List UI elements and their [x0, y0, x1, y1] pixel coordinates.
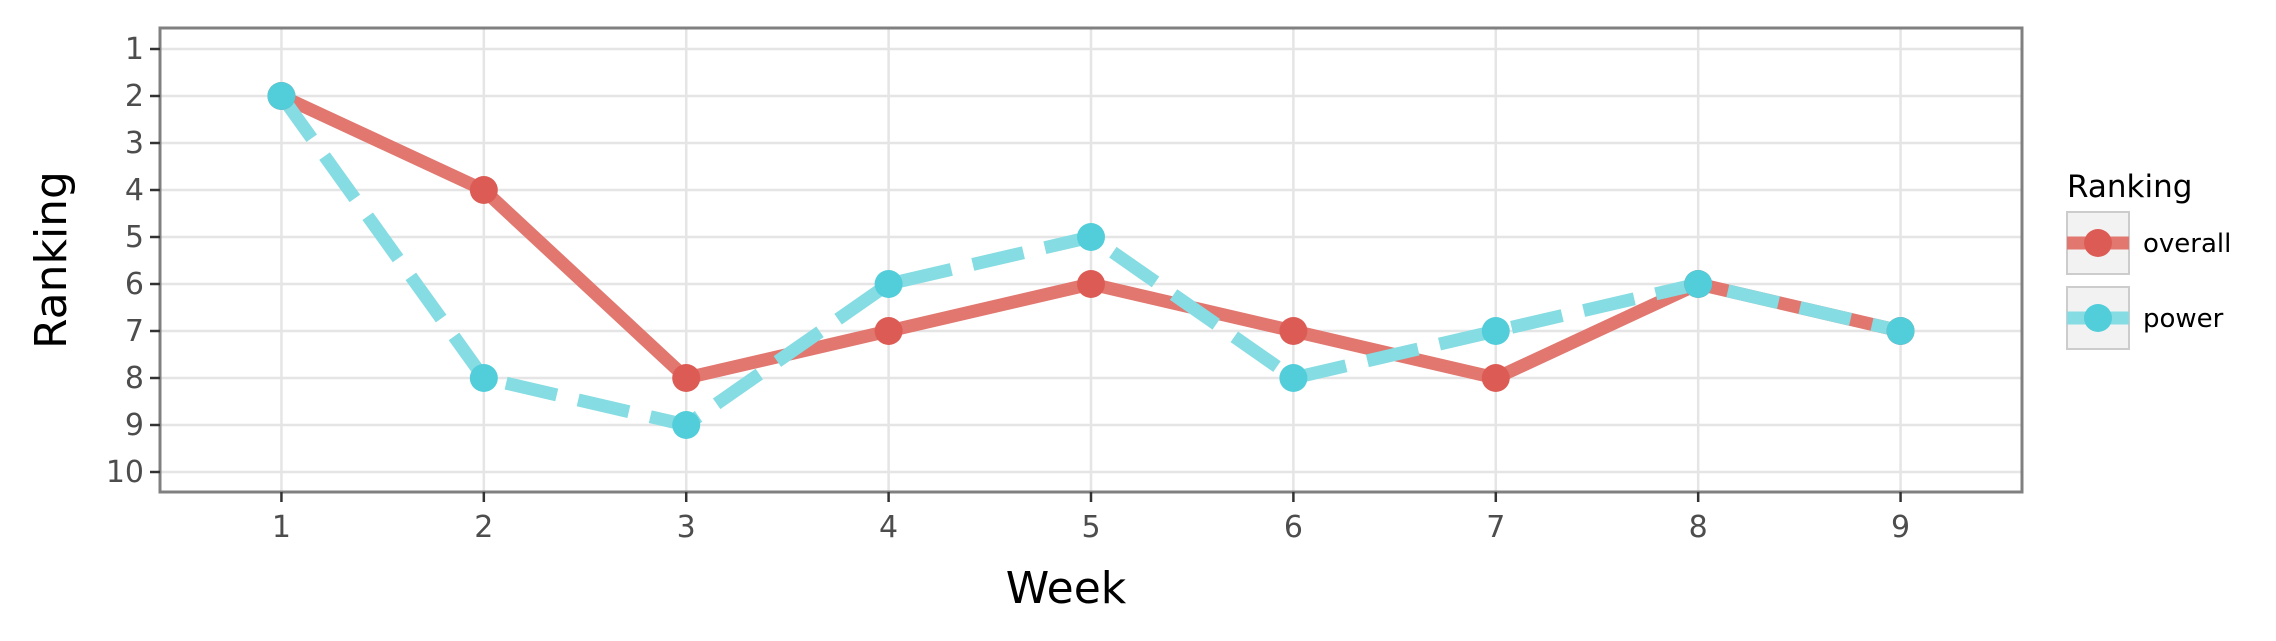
data-point-overall: [1279, 317, 1308, 345]
x-axis-title: Week: [1006, 563, 1127, 614]
series-points: [267, 82, 1915, 439]
x-tick-label: 5: [1081, 510, 1100, 545]
data-point-power: [1684, 270, 1713, 298]
y-tick-label: 3: [125, 126, 144, 161]
legend-key-overall: [2066, 211, 2130, 275]
legend-label-overall: overall: [2143, 229, 2231, 259]
y-tick-label: 8: [125, 361, 144, 396]
y-tick-label: 7: [125, 314, 144, 349]
data-point-power: [1077, 223, 1105, 251]
data-point-power: [672, 411, 701, 439]
x-tick-label: 1: [272, 510, 291, 545]
y-tick-label: 4: [125, 173, 144, 208]
data-point-power: [1481, 317, 1510, 345]
y-tick-label: 1: [125, 32, 144, 67]
data-point-power: [1279, 364, 1308, 392]
legend: Ranking overall power: [2066, 169, 2231, 350]
y-axis-title: Ranking: [26, 171, 77, 349]
data-point-overall: [874, 317, 903, 345]
legend-label-power: power: [2143, 304, 2224, 334]
data-point-power: [874, 270, 903, 298]
data-point-power: [1886, 317, 1915, 345]
y-tick-label: 2: [125, 79, 144, 114]
x-tick-label: 7: [1486, 510, 1505, 545]
x-tick-label: 6: [1284, 510, 1303, 545]
x-tick-label: 8: [1689, 510, 1708, 545]
data-point-overall: [1481, 364, 1510, 392]
y-tick-label: 9: [125, 408, 144, 443]
y-tick-label: 10: [106, 455, 144, 490]
y-axis: 1 2 3 4 5 6 7 8 9 10: [106, 32, 160, 490]
x-tick-label: 3: [677, 510, 696, 545]
y-tick-label: 6: [125, 267, 144, 302]
legend-key-power: [2066, 286, 2130, 350]
data-point-overall: [1077, 270, 1105, 298]
x-tick-label: 2: [474, 510, 493, 545]
data-point-overall: [469, 176, 498, 204]
x-tick-label: 4: [879, 510, 898, 545]
data-point-overall: [672, 364, 701, 392]
y-tick-label: 5: [125, 220, 144, 255]
data-point-power: [267, 82, 296, 110]
data-point-power: [469, 364, 498, 392]
legend-title: Ranking: [2067, 169, 2192, 205]
x-axis: 1 2 3 4 5 6 7 8 9: [272, 492, 1910, 545]
x-tick-label: 9: [1891, 510, 1910, 545]
